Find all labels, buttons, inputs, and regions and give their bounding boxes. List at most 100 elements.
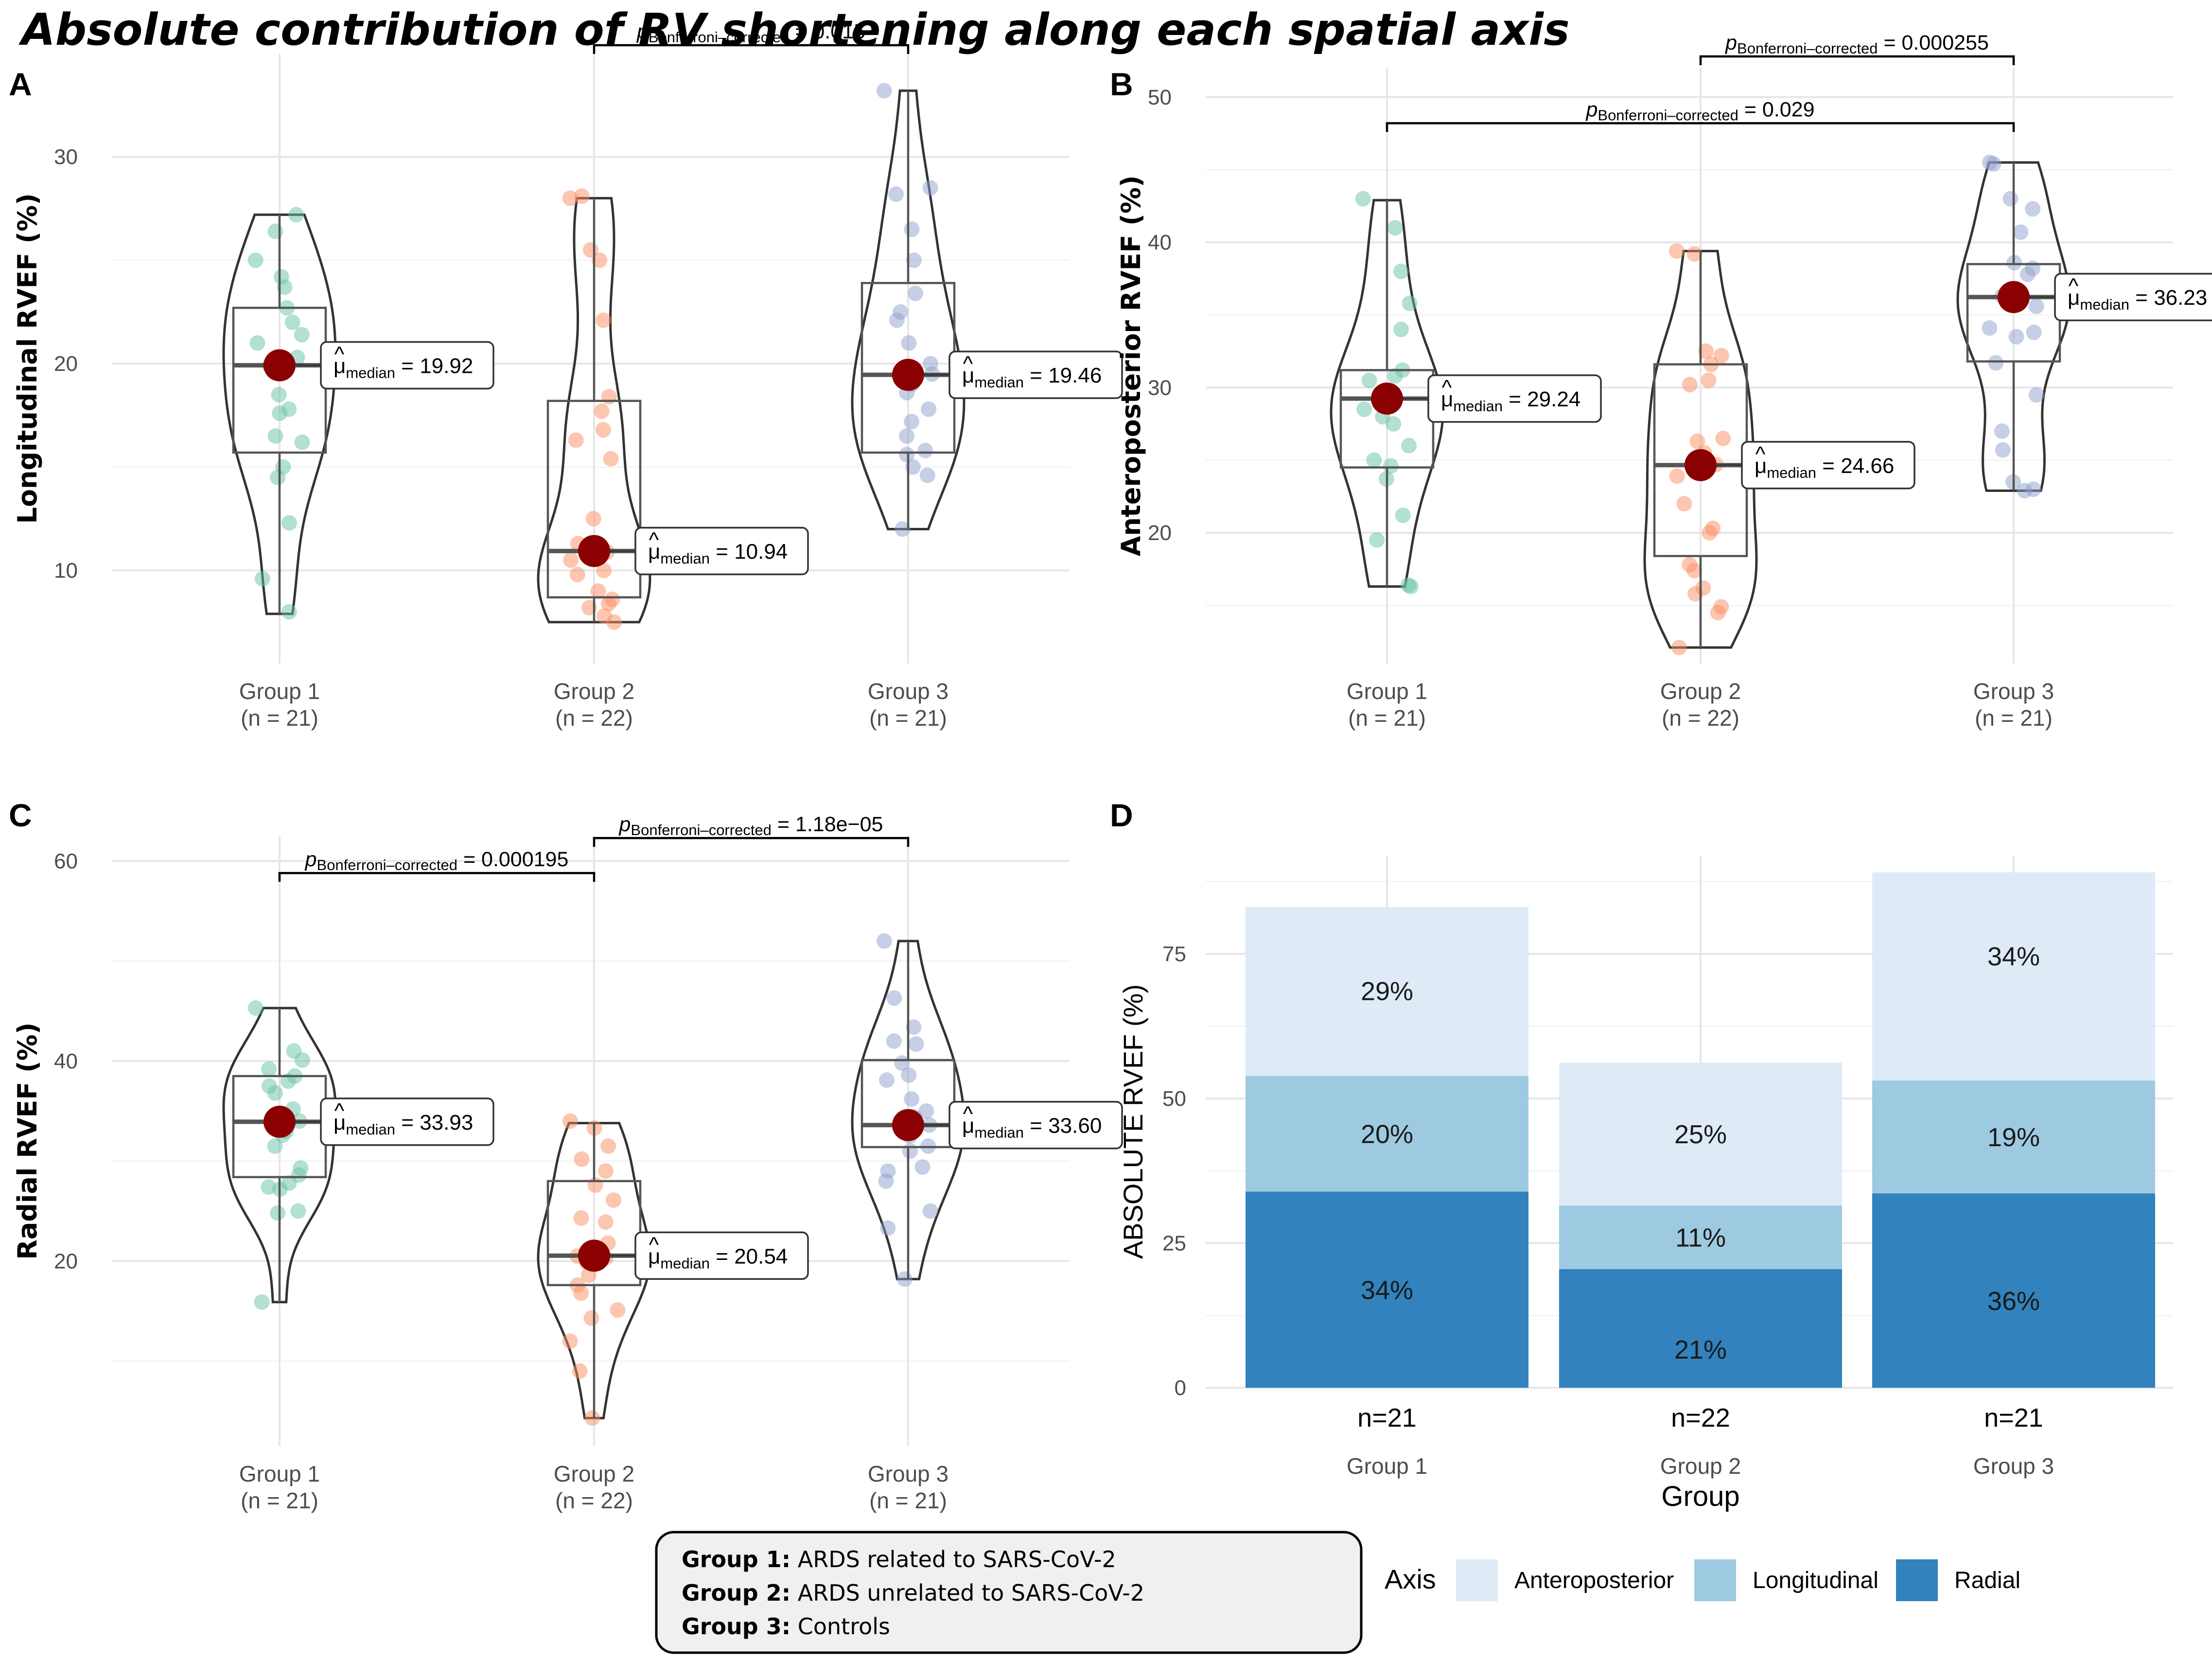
p-symbol: p (618, 813, 631, 836)
median-value: = 19.46 (1024, 364, 1102, 387)
y-axis-title: Anteroposterior RVEF (%) (1116, 175, 1146, 557)
bar-longitudinal (1246, 1076, 1528, 1192)
data-point (908, 1036, 924, 1052)
data-point (596, 312, 612, 328)
data-point (587, 1177, 603, 1193)
p-value: = 0.000195 (457, 848, 568, 871)
box (546, 400, 642, 599)
median-value: = 19.92 (395, 354, 473, 378)
panel-d: D 0 25 50 75 ABSOLUTE RVEF (%) 34% 20% 29% n=21 Gr… (1110, 797, 2173, 1512)
median-value: = 20.54 (710, 1244, 788, 1268)
data-point (893, 304, 909, 320)
data-point (1668, 243, 1685, 259)
data-point (876, 83, 892, 99)
data-point (904, 414, 919, 430)
data-point (573, 1210, 589, 1226)
data-point (880, 1220, 896, 1236)
data-point (600, 595, 616, 611)
data-point (922, 1203, 938, 1219)
hat-symbol: ^ (1442, 376, 1452, 400)
x-tick-label: Group 3 (868, 1461, 948, 1486)
median-subscript: median (974, 1124, 1024, 1141)
median-label-box (948, 350, 1123, 399)
x-tick-n: (n = 21) (1975, 705, 2053, 731)
y-tick-label: 20 (1148, 521, 1172, 545)
hat-symbol: ^ (334, 343, 345, 367)
data-point (1401, 437, 1417, 454)
median-point (1371, 383, 1403, 415)
data-point (886, 990, 902, 1006)
data-point (1395, 507, 1411, 524)
data-point (1403, 578, 1419, 594)
data-point (572, 1363, 588, 1379)
data-point (1682, 377, 1698, 393)
data-point (284, 314, 300, 331)
significance-bracket (593, 837, 910, 847)
median-value: = 33.60 (1024, 1114, 1102, 1138)
data-point (897, 1271, 913, 1287)
data-point (922, 180, 938, 196)
y-axis-title: Radial RVEF (%) (12, 1022, 43, 1259)
p-value: = 1.18e−05 (772, 813, 883, 836)
y-tick-label: 50 (1162, 1087, 1186, 1111)
p-value: = 0.015 (789, 20, 865, 43)
data-point (1386, 416, 1402, 432)
data-point (610, 1302, 626, 1318)
median-label: μmedian = 29.24 (1441, 387, 1580, 415)
median-point (578, 1240, 610, 1272)
data-point (2002, 191, 2019, 207)
median-subscript: median (1453, 398, 1503, 415)
data-point (1676, 496, 1692, 512)
median-label: μmedian = 19.46 (962, 364, 1102, 391)
data-point (908, 285, 924, 301)
data-point (574, 1151, 590, 1167)
data-point (270, 470, 286, 486)
median-label-box (1741, 441, 1915, 489)
data-point (249, 335, 265, 351)
y-tick-label: 40 (1148, 231, 1172, 255)
data-point (2013, 224, 2029, 240)
y-tick-label: 30 (54, 145, 78, 169)
data-point (904, 221, 920, 237)
data-point (601, 389, 617, 405)
x-tick-n: (n = 22) (555, 705, 633, 731)
y-tick-label: 50 (1148, 86, 1172, 109)
note-frame (655, 1531, 1363, 1654)
median-point (892, 1109, 924, 1141)
median-point (578, 535, 610, 567)
data-point (294, 1052, 310, 1068)
bar-label: 19% (1987, 1123, 2040, 1152)
note-description: Controls (790, 1613, 890, 1640)
axis-legend: Axis Anteroposterior Longitudinal Radial (1385, 1559, 2020, 1601)
data-point (294, 434, 310, 450)
significance-label: pBonferroni–corrected = 0.029 (1585, 98, 1814, 124)
data-point (2008, 329, 2024, 345)
median-value: = 10.94 (710, 540, 788, 564)
y-tick-label: 75 (1162, 942, 1186, 966)
data-point (1366, 452, 1382, 468)
data-point (592, 252, 608, 268)
significance-bracket (1386, 122, 2015, 132)
data-point (1995, 442, 2011, 458)
data-point (597, 1214, 614, 1230)
data-point (294, 327, 310, 343)
legend-swatch-radial (1896, 1559, 1938, 1601)
data-point (914, 1159, 930, 1175)
data-point (1985, 156, 2001, 172)
data-point (562, 1333, 578, 1349)
note-key: Group 2: (682, 1580, 790, 1606)
median-value: = 24.66 (1816, 454, 1894, 478)
data-point (597, 1163, 614, 1179)
x-tick-label: Group 1 (239, 1461, 320, 1486)
x-tick-label: Group 2 (554, 1461, 634, 1486)
median-point (263, 1105, 296, 1138)
data-point (1387, 368, 1403, 384)
y-tick-label: 20 (54, 352, 78, 376)
data-point (879, 1072, 895, 1088)
y-tick-label: 60 (54, 849, 78, 873)
data-point (254, 571, 270, 587)
data-point (2017, 483, 2033, 499)
y-axis-title: Longitudinal RVEF (%) (12, 193, 43, 524)
median-value: = 36.23 (2129, 286, 2207, 310)
